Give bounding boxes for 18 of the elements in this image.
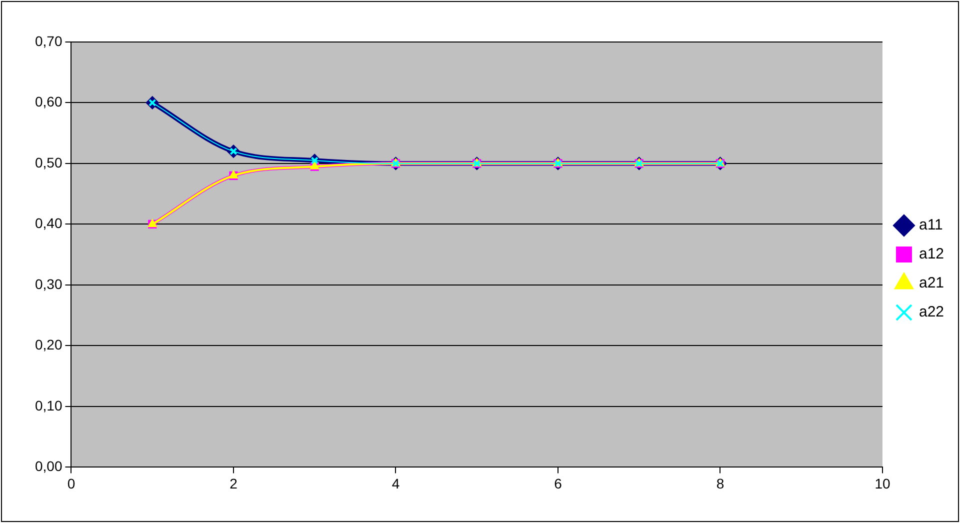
legend-label: a22 (918, 304, 944, 321)
legend-label: a12 (918, 246, 944, 263)
y-tick-label: 0,40 (35, 215, 62, 232)
y-tick-label: 0,10 (35, 397, 62, 414)
x-tick-label: 10 (874, 475, 890, 492)
y-tick-label: 0,00 (35, 458, 62, 474)
y-tick-label: 0,70 (35, 32, 62, 49)
y-tick-label: 0,20 (35, 336, 62, 353)
y-tick-label: 0,50 (35, 154, 62, 170)
x-tick-label: 4 (392, 475, 400, 492)
x-tick-label: 2 (230, 475, 238, 492)
legend-label: a11 (918, 216, 943, 234)
legend-label: a21 (918, 274, 944, 292)
y-tick-label: 0,60 (35, 94, 62, 110)
y-tick-label: 0,30 (35, 276, 62, 292)
x-tick-label: 6 (554, 475, 562, 492)
x-tick-label: 0 (67, 475, 76, 492)
x-tick-label: 8 (716, 475, 724, 492)
